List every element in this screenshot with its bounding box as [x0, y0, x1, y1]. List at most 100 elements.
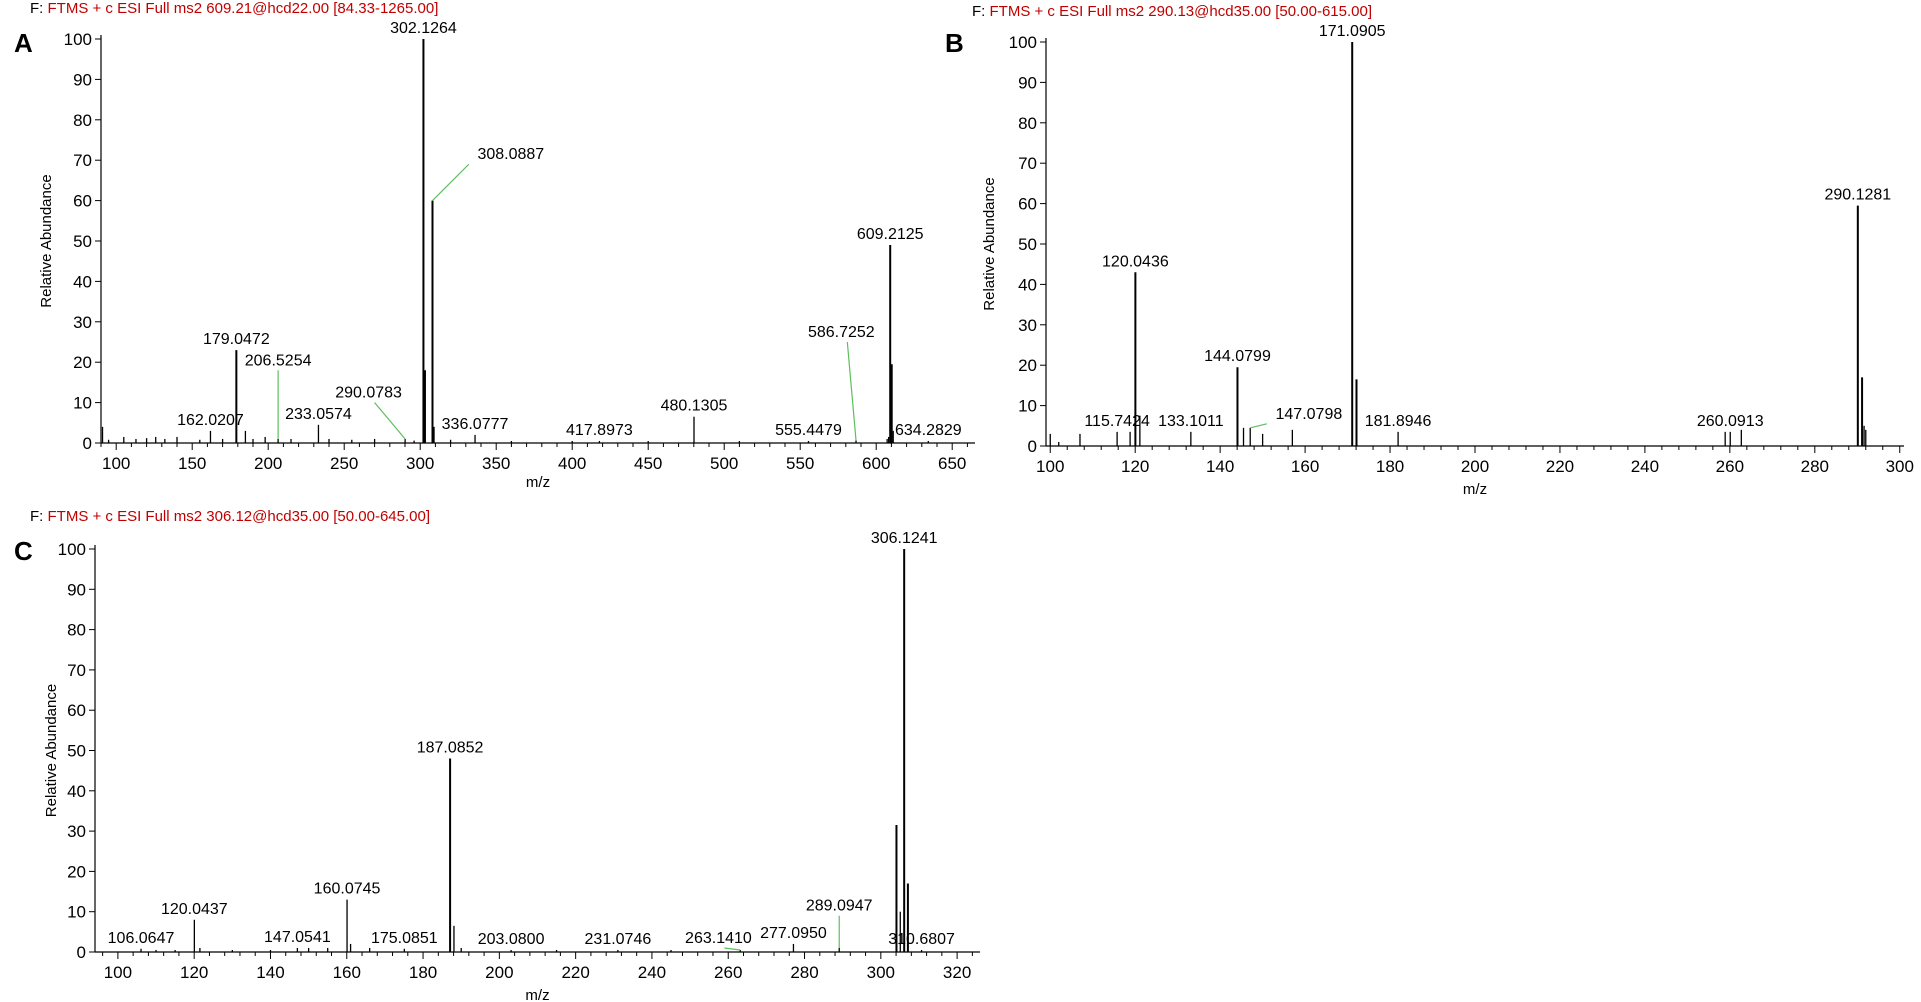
x-tick-label: 500	[710, 454, 738, 473]
spectrum-panel-a: A F: FTMS + c ESI Full ms2 609.21@hcd22.0…	[14, 0, 975, 491]
x-axis-label: m/z	[526, 474, 550, 491]
x-tick-label: 280	[790, 963, 818, 982]
peak-callout-line	[374, 402, 406, 440]
x-tick-label: 140	[1206, 457, 1234, 476]
y-tick-label: 30	[73, 313, 92, 332]
x-tick-label: 320	[943, 963, 971, 982]
peak-label: 147.0798	[1276, 406, 1343, 423]
peak-label: 171.0905	[1319, 23, 1386, 40]
peak-label: 417.8973	[566, 422, 633, 439]
y-tick-label: 100	[58, 540, 86, 559]
peak-callout-line	[724, 947, 741, 951]
x-tick-label: 220	[561, 963, 589, 982]
y-tick-label: 20	[73, 353, 92, 372]
peak-label: 106.0647	[108, 930, 175, 947]
y-tick-label: 70	[73, 151, 92, 170]
peak-label: 290.0783	[335, 385, 402, 402]
x-tick-label: 150	[178, 454, 206, 473]
peak-label: 290.1281	[1824, 187, 1891, 204]
x-tick-label: 200	[1461, 457, 1489, 476]
x-axis-label: m/z	[1463, 481, 1487, 498]
y-tick-label: 90	[73, 70, 92, 89]
y-tick-label: 100	[1009, 33, 1037, 52]
peak-label: 175.0851	[371, 930, 438, 947]
y-tick-label: 10	[1018, 397, 1037, 416]
peak-callout-line	[1250, 423, 1268, 429]
y-tick-label: 70	[67, 661, 86, 680]
peak-label: 206.5254	[245, 352, 312, 369]
spectrum-title: F: FTMS + c ESI Full ms2 609.21@hcd22.00…	[30, 0, 438, 17]
x-tick-label: 400	[558, 454, 586, 473]
peak-label: 233.0574	[285, 406, 352, 423]
peak-label: 120.0437	[161, 901, 228, 918]
y-tick-label: 40	[67, 782, 86, 801]
x-tick-label: 260	[714, 963, 742, 982]
spectrum-panel-c: C F: FTMS + c ESI Full ms2 306.12@hcd35.0…	[14, 508, 980, 1002]
panel-label: C	[14, 536, 33, 566]
peak-label: 231.0746	[585, 931, 652, 948]
y-tick-label: 80	[67, 621, 86, 640]
x-tick-label: 100	[104, 963, 132, 982]
x-tick-label: 200	[485, 963, 513, 982]
spectrum-title: F: FTMS + c ESI Full ms2 290.13@hcd35.00…	[972, 3, 1372, 20]
y-axis-label: Relative Abundance	[43, 684, 60, 817]
y-tick-label: 60	[1018, 195, 1037, 214]
y-tick-label: 90	[67, 580, 86, 599]
peak-label: 306.1241	[871, 530, 938, 547]
x-tick-label: 160	[1291, 457, 1319, 476]
x-tick-label: 100	[102, 454, 130, 473]
x-tick-label: 300	[1886, 457, 1914, 476]
peak-label: 133.1011	[1158, 413, 1224, 430]
x-tick-label: 280	[1801, 457, 1829, 476]
x-tick-label: 240	[638, 963, 666, 982]
y-tick-label: 0	[83, 434, 92, 453]
y-tick-label: 50	[1018, 235, 1037, 254]
peak-callout-line	[846, 341, 857, 441]
x-tick-label: 300	[867, 963, 895, 982]
peak-label: 586.7252	[808, 324, 875, 341]
peak-label: 120.0436	[1102, 253, 1169, 270]
panel-label: B	[945, 28, 964, 58]
x-tick-label: 160	[333, 963, 361, 982]
x-tick-label: 120	[1121, 457, 1149, 476]
panel-label: A	[14, 28, 33, 58]
peak-label: 336.0777	[442, 416, 509, 433]
peak-label: 115.7424	[1084, 413, 1150, 430]
x-tick-label: 250	[330, 454, 358, 473]
x-tick-label: 240	[1631, 457, 1659, 476]
peak-label: 260.0913	[1697, 413, 1764, 430]
peak-label: 162.0207	[177, 412, 244, 429]
y-tick-label: 60	[73, 192, 92, 211]
y-tick-label: 50	[73, 232, 92, 251]
x-tick-label: 100	[1036, 457, 1064, 476]
y-tick-label: 80	[1018, 114, 1037, 133]
peak-label: 203.0800	[478, 931, 545, 948]
x-tick-label: 200	[254, 454, 282, 473]
y-tick-label: 90	[1018, 73, 1037, 92]
peak-callout-line	[432, 163, 470, 202]
peak-label: 263.1410	[685, 930, 752, 947]
y-tick-label: 0	[1028, 437, 1037, 456]
y-tick-label: 30	[1018, 316, 1037, 335]
x-tick-label: 600	[862, 454, 890, 473]
x-axis-label: m/z	[525, 987, 549, 1002]
peak-label: 480.1305	[661, 398, 728, 415]
y-tick-label: 40	[73, 272, 92, 291]
peak-label: 179.0472	[203, 331, 270, 348]
peak-label: 160.0745	[314, 881, 381, 898]
x-tick-label: 180	[409, 963, 437, 982]
peak-label: 181.8946	[1365, 413, 1432, 430]
peak-label: 147.0541	[264, 929, 331, 946]
x-tick-label: 300	[406, 454, 434, 473]
y-tick-label: 80	[73, 111, 92, 130]
x-tick-label: 550	[786, 454, 814, 473]
x-tick-label: 650	[938, 454, 966, 473]
y-tick-label: 20	[67, 862, 86, 881]
peak-label: 310.6807	[888, 931, 955, 948]
y-tick-label: 30	[67, 822, 86, 841]
x-tick-label: 350	[482, 454, 510, 473]
y-axis-label: Relative Abundance	[38, 174, 55, 307]
x-tick-label: 450	[634, 454, 662, 473]
peak-label: 634.2829	[895, 422, 962, 439]
